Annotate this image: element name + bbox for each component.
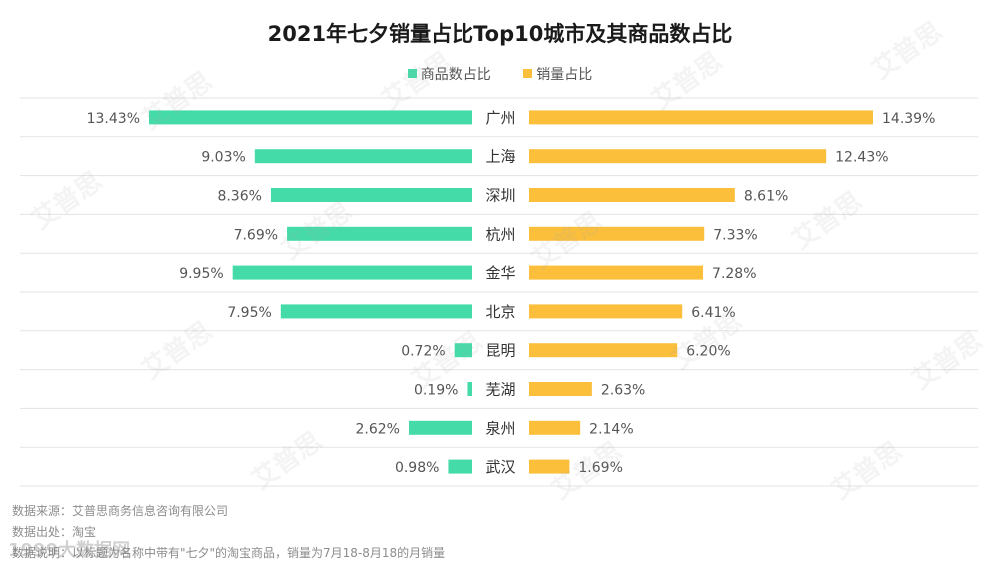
- watermark: 艾普思: [376, 46, 458, 116]
- data-label-item-share: 0.98%: [395, 460, 439, 476]
- bar-item-share[interactable]: [232, 265, 472, 280]
- legend-label-sales-share: 销量占比: [536, 67, 593, 83]
- legend-swatch-item-share: [407, 69, 417, 78]
- data-label-sales-share: 12.43%: [835, 150, 888, 166]
- category-label: 深圳: [485, 187, 515, 205]
- data-label-item-share: 2.62%: [356, 421, 400, 437]
- bar-sales-share[interactable]: [529, 110, 873, 125]
- bar-item-share[interactable]: [408, 420, 472, 435]
- watermark: 艾普思: [136, 66, 218, 136]
- category-label: 广州: [485, 109, 515, 127]
- watermark: 艾普思: [646, 46, 728, 116]
- data-label-sales-share: 7.33%: [713, 227, 757, 243]
- data-label-item-share: 9.95%: [179, 266, 223, 282]
- watermark: 艾普思: [866, 16, 948, 86]
- watermark: 艾普思: [26, 166, 108, 236]
- legend-item-sales-share[interactable]: 销量占比: [523, 64, 592, 84]
- data-label-item-share: 0.19%: [414, 383, 458, 399]
- data-label-item-share: 0.72%: [401, 344, 445, 360]
- bar-sales-share[interactable]: [529, 382, 592, 396]
- bar-sales-share[interactable]: [529, 265, 704, 280]
- bar-sales-share[interactable]: [529, 226, 705, 241]
- data-label-item-share: 8.36%: [217, 189, 261, 205]
- bar-item-share[interactable]: [270, 188, 472, 202]
- data-label-sales-share: 14.39%: [882, 111, 935, 127]
- legend-item-item-share[interactable]: 商品数占比: [407, 64, 491, 84]
- bar-sales-share[interactable]: [529, 459, 570, 474]
- data-label-item-share: 7.69%: [234, 227, 278, 243]
- bar-item-share[interactable]: [448, 459, 472, 474]
- bar-item-share[interactable]: [454, 343, 472, 358]
- chart-legend: 商品数占比 销量占比: [0, 64, 1000, 84]
- category-label: 武汉: [485, 458, 515, 476]
- data-label-sales-share: 2.63%: [601, 383, 645, 399]
- data-label-sales-share: 8.61%: [744, 189, 788, 205]
- bar-item-share[interactable]: [254, 149, 472, 164]
- category-label: 杭州: [485, 225, 515, 243]
- watermark: 艾普思: [906, 326, 988, 396]
- footer-note: 数据说明：以标题为名称中带有"七夕"的淘宝商品，销量为7月18-8月18的月销量: [12, 546, 446, 560]
- category-label: 芜湖: [485, 381, 515, 399]
- bar-sales-share[interactable]: [529, 304, 683, 319]
- watermark: 艾普思: [246, 426, 328, 496]
- bar-item-share[interactable]: [149, 110, 472, 125]
- bar-sales-share[interactable]: [529, 343, 678, 358]
- data-label-sales-share: 2.14%: [589, 421, 633, 437]
- chart-title: 2021年七夕销量占比Top10城市及其商品数占比: [267, 22, 733, 46]
- watermark: 艾普思: [826, 436, 908, 506]
- category-label: 金华: [485, 264, 515, 282]
- data-label-item-share: 9.03%: [201, 150, 245, 166]
- category-label: 北京: [485, 303, 515, 321]
- data-label-sales-share: 1.69%: [578, 460, 622, 476]
- footer-origin: 数据出处：淘宝: [12, 525, 97, 539]
- bar-sales-share[interactable]: [529, 149, 827, 164]
- data-label-sales-share: 6.20%: [686, 344, 730, 360]
- bar-item-share[interactable]: [280, 304, 472, 319]
- category-label: 昆明: [485, 342, 515, 360]
- legend-label-item-share: 商品数占比: [420, 67, 491, 83]
- data-label-sales-share: 6.41%: [691, 305, 735, 321]
- category-label: 泉州: [485, 419, 515, 437]
- data-label-item-share: 13.43%: [87, 111, 140, 127]
- bar-sales-share[interactable]: [529, 420, 581, 435]
- watermark: 艾普思: [136, 316, 218, 386]
- data-label-sales-share: 7.28%: [712, 266, 756, 282]
- watermark: 艾普思: [786, 186, 868, 256]
- bar-sales-share[interactable]: [529, 188, 735, 202]
- bar-item-share[interactable]: [467, 382, 472, 396]
- bar-item-share[interactable]: [287, 226, 472, 241]
- category-label: 上海: [485, 148, 515, 166]
- corner-watermark: 1999大数据网: [8, 540, 131, 561]
- data-label-item-share: 7.95%: [227, 305, 271, 321]
- footer-source: 数据来源：艾普思商务信息咨询有限公司: [12, 504, 229, 518]
- legend-swatch-sales-share: [523, 69, 533, 78]
